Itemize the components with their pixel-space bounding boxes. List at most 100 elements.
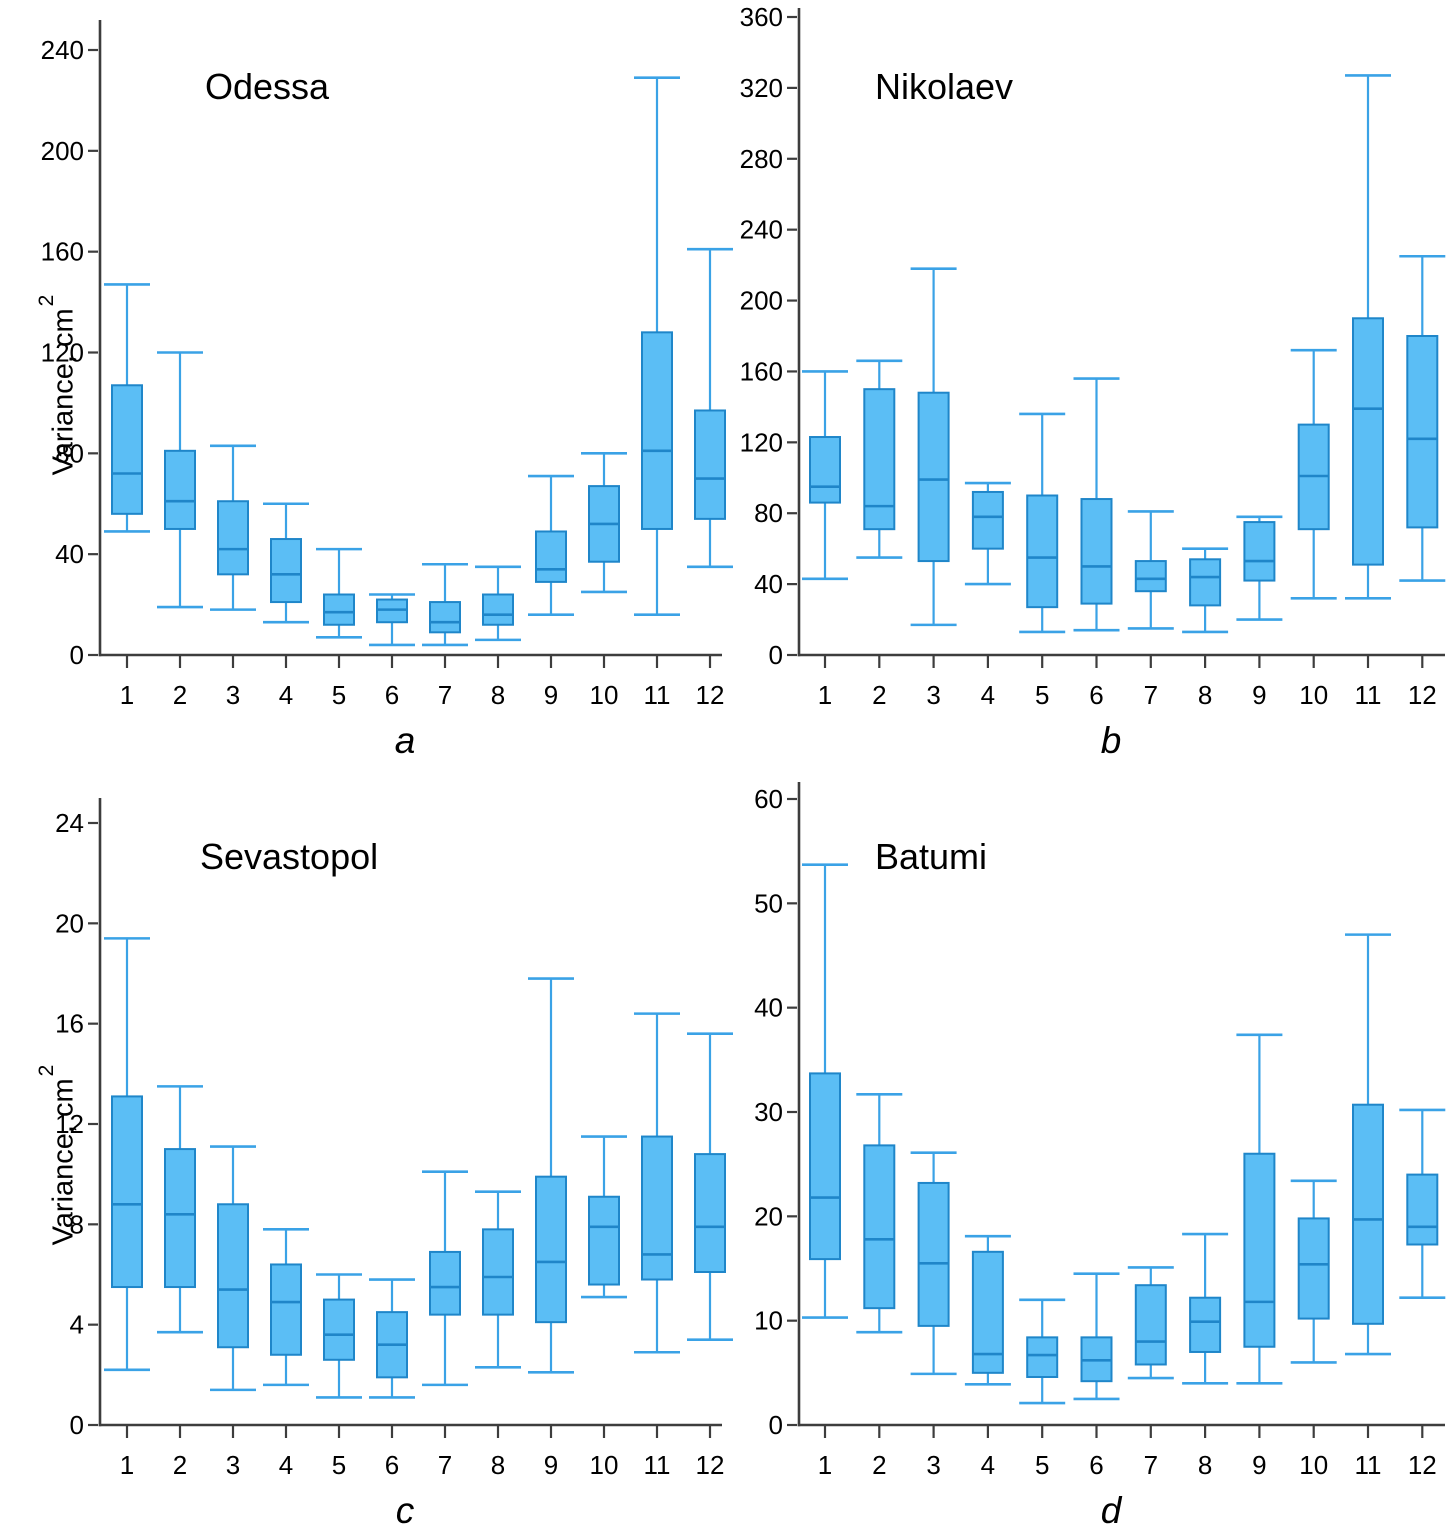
- box: [694, 409, 726, 520]
- panel-sevastopol: 0 4 8 12 16 20 24 1 2 3 4 5 6 7 8 9 10 11 12 Variance, cm2…: [0, 770, 733, 1540]
- x-tick-label: 4: [279, 1450, 293, 1480]
- box: [971, 490, 1004, 550]
- panel-letter: a: [394, 720, 416, 761]
- panel-title: Batumi: [875, 836, 988, 877]
- box: [863, 1144, 896, 1310]
- x-tick-label: 11: [644, 680, 671, 710]
- box: [1352, 1103, 1384, 1325]
- x-tick-label: 12: [1408, 1450, 1437, 1480]
- x-tick-label: 10: [1299, 1450, 1328, 1480]
- x-tick-label: 8: [491, 1450, 505, 1480]
- x-tick-label: 8: [1198, 1450, 1212, 1480]
- x-tick-label: 9: [1252, 1450, 1266, 1480]
- box: [641, 1135, 673, 1281]
- x-tick-label: 6: [385, 680, 399, 710]
- x-tick-label: 1: [120, 680, 134, 710]
- panel-title: Odessa: [205, 66, 330, 107]
- box: [1080, 498, 1113, 605]
- x-tick-label: 2: [173, 680, 187, 710]
- box: [164, 1148, 196, 1289]
- box: [323, 1298, 355, 1361]
- x-tick-label: 1: [818, 680, 832, 710]
- y-tick-label: 10: [754, 1306, 783, 1336]
- y-tick-label: 0: [769, 640, 783, 670]
- x-tick-label: 7: [438, 680, 452, 710]
- box: [917, 1181, 950, 1327]
- box: [164, 449, 196, 530]
- y-axis-label-superscript: 2: [35, 1064, 59, 1077]
- box: [971, 1250, 1004, 1374]
- box: [111, 384, 143, 515]
- y-tick-label: 200: [740, 286, 783, 316]
- panel-letter: b: [1100, 720, 1122, 761]
- y-tick-label: 320: [740, 73, 783, 103]
- x-tick-label: 10: [1299, 680, 1328, 710]
- x-tick-label: 4: [279, 680, 293, 710]
- y-tick-label: 0: [769, 1410, 783, 1440]
- y-axis-label-superscript: 2: [35, 294, 59, 307]
- y-tick-label: 240: [41, 35, 84, 65]
- x-tick-label: 2: [173, 1450, 187, 1480]
- x-tick-label: 4: [981, 680, 995, 710]
- x-tick-label: 9: [1252, 680, 1266, 710]
- x-tick-label: 3: [226, 680, 240, 710]
- x-tick-label: 3: [226, 1450, 240, 1480]
- box: [482, 1228, 514, 1316]
- x-tick-label: 4: [981, 1450, 995, 1480]
- x-tick-label: 12: [1408, 680, 1437, 710]
- box: [694, 1153, 726, 1273]
- y-axis-label-text: Variance, cm: [47, 1078, 80, 1246]
- panel-title: Nikolaev: [875, 66, 1014, 107]
- box: [809, 1072, 841, 1261]
- y-tick-label: 30: [754, 1097, 783, 1127]
- box: [1134, 1284, 1167, 1366]
- x-tick-label: 6: [385, 1450, 399, 1480]
- x-tick-label: 1: [120, 1450, 134, 1480]
- x-tick-label: 10: [590, 680, 619, 710]
- x-tick-label: 3: [926, 680, 940, 710]
- y-tick-label: 0: [70, 1410, 84, 1440]
- x-tick-label: 11: [1355, 1450, 1382, 1480]
- panel-odessa: 0 40 80 120 160 200 240 1 2 3 4 5 6 7 8 9 10 11 12 Varianc…: [0, 0, 733, 770]
- panel-nikolaev: 0 40 80 120 160 200 240 280 320 360 1 2 3 4 5 6 7 8 9 10 11 1…: [723, 0, 1446, 770]
- x-tick-label: 3: [926, 1450, 940, 1480]
- x-tick-label: 5: [1035, 680, 1049, 710]
- y-tick-label: 200: [41, 136, 84, 166]
- box: [429, 601, 461, 634]
- box: [270, 538, 302, 604]
- x-tick-label: 1: [818, 1450, 832, 1480]
- x-tick-label: 6: [1089, 680, 1103, 710]
- box: [111, 1095, 143, 1289]
- box: [1189, 558, 1222, 607]
- box: [1026, 494, 1059, 609]
- y-tick-label: 120: [41, 338, 84, 368]
- panel-letter: c: [395, 1490, 415, 1531]
- x-tick-label: 5: [332, 680, 346, 710]
- panel-letter: d: [1100, 1490, 1122, 1531]
- x-tick-label: 2: [872, 680, 886, 710]
- y-tick-label: 16: [55, 1009, 84, 1039]
- x-tick-label: 9: [544, 1450, 558, 1480]
- y-tick-label: 24: [55, 808, 84, 838]
- y-tick-label: 4: [70, 1310, 84, 1340]
- y-tick-label: 80: [55, 438, 84, 468]
- box: [809, 436, 841, 504]
- x-tick-label: 6: [1089, 1450, 1103, 1480]
- box: [1243, 1152, 1276, 1348]
- y-tick-label: 160: [740, 356, 783, 386]
- x-tick-label: 7: [1144, 1450, 1158, 1480]
- box: [1189, 1296, 1222, 1353]
- x-tick-label: 12: [696, 680, 725, 710]
- y-tick-label: 12: [55, 1109, 84, 1139]
- y-tick-label: 20: [55, 908, 84, 938]
- box: [217, 1203, 249, 1349]
- x-tick-label: 5: [1035, 1450, 1049, 1480]
- y-axis-label: Variance, cm2: [34, 0, 92, 770]
- x-tick-label: 7: [1144, 680, 1158, 710]
- y-tick-label: 40: [754, 993, 783, 1023]
- y-tick-label: 40: [754, 569, 783, 599]
- x-tick-label: 12: [696, 1450, 725, 1480]
- box: [863, 388, 896, 531]
